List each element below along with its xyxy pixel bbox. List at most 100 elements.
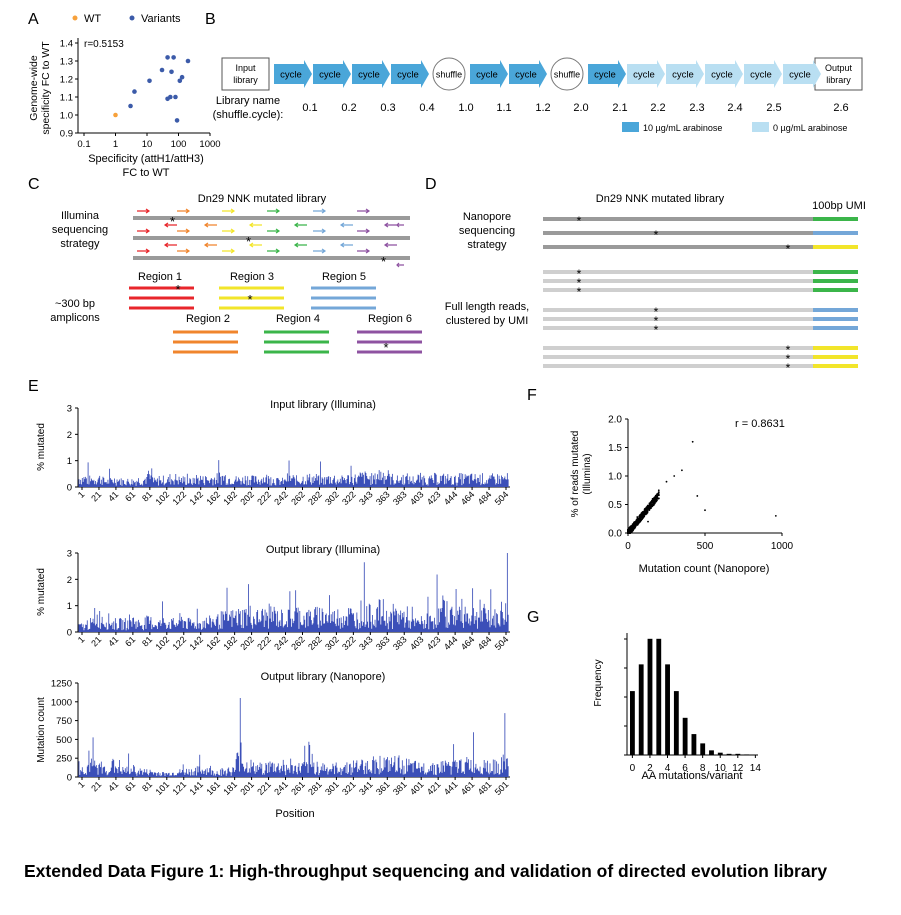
- read-star: *: [577, 276, 582, 290]
- a-point: [179, 74, 185, 80]
- a-point: [185, 58, 191, 64]
- e-ytick-label: 0: [67, 483, 72, 494]
- e-xtick-label: 441: [442, 779, 460, 797]
- e-xtick-label: 1: [76, 779, 87, 790]
- read-star: *: [786, 242, 791, 256]
- panel-label-c: C: [28, 176, 40, 193]
- f-point: [691, 440, 694, 443]
- e-ytick-label: 750: [56, 716, 72, 727]
- e-xtick-label: 141: [187, 779, 205, 797]
- library-name-title-1: Library name: [216, 95, 280, 107]
- c-primer-arrows: [137, 208, 404, 268]
- reverse-primer: [293, 242, 307, 248]
- figure-caption: Extended Data Figure 1: High-throughput …: [24, 861, 828, 881]
- f-point: [636, 520, 639, 523]
- panel-g: G Frequency AA mutations/variant 0 2 4 6 8 10…: [527, 609, 761, 782]
- g-bar: [638, 664, 644, 755]
- f-point: [629, 531, 632, 534]
- e-xtick-label: 363: [374, 489, 392, 507]
- a-point: [177, 78, 183, 84]
- f-point: [652, 503, 655, 506]
- output-library-box-1: Output: [825, 63, 853, 73]
- g-xtick-label: 14: [750, 763, 762, 774]
- a-xtick-label: 1000: [199, 139, 220, 150]
- region-label: Region 6: [368, 313, 412, 325]
- shuffle-circle: [432, 57, 466, 91]
- e-bars: [78, 698, 509, 777]
- f-xtick-label: 0: [625, 541, 631, 552]
- cycle-arrow: [666, 60, 704, 88]
- cycle-arrow: [509, 60, 547, 88]
- panel-c: C Dn29 NNK mutated library Illumina sequ…: [28, 176, 422, 355]
- a-xtick-label: 1: [113, 139, 118, 150]
- forward-primer: [222, 208, 236, 214]
- library-name: 2.3: [689, 102, 704, 114]
- a-ylabel-2: specificity FC to WT: [40, 41, 52, 135]
- f-ytick-label: 1.0: [608, 472, 622, 483]
- reverse-primer: [203, 222, 217, 228]
- c-star-3: *: [381, 254, 386, 269]
- e-xtick-label: 222: [255, 489, 273, 507]
- e-xtick-label: 61: [123, 634, 137, 648]
- e3-title: Output library (Nanopore): [261, 671, 386, 683]
- region-label: Region 5: [322, 271, 366, 283]
- e-xtick-label: 282: [306, 489, 324, 507]
- e-xtick-label: 162: [204, 634, 222, 652]
- region-star: *: [247, 292, 252, 307]
- panel-f: F r = 0.8631 % of reads mutated (Illumin…: [527, 387, 794, 575]
- library-name: 0.2: [341, 102, 356, 114]
- library-name: 2.2: [650, 102, 665, 114]
- a-xtick-label: 100: [171, 139, 187, 150]
- figure: A WT Variants r=0.5153 1.41.31.21.11.00.…: [28, 11, 866, 820]
- e-xtick-label: 464: [459, 634, 477, 652]
- r-value-a: r=0.5153: [84, 39, 124, 50]
- c-amplicon-1: ~300 bp: [55, 298, 95, 310]
- e-xtick-label: 181: [221, 779, 239, 797]
- g-xtick-label: 2: [647, 763, 653, 774]
- e-xtick-label: 61: [123, 489, 137, 503]
- a-xlabel-1: Specificity (attH1/attH3): [88, 153, 204, 165]
- a-point: [171, 55, 176, 60]
- e-xtick-label: 423: [425, 634, 443, 652]
- f-point: [636, 523, 639, 526]
- f-point: [647, 520, 649, 523]
- read-star: *: [577, 214, 582, 228]
- e-xtick-label: 282: [306, 634, 324, 652]
- e-xtick-label: 1: [76, 489, 87, 500]
- f-point: [696, 495, 699, 497]
- f-point: [654, 495, 657, 497]
- library-name: 2.0: [573, 102, 588, 114]
- a-point: [113, 112, 118, 118]
- panel-label-f: F: [527, 387, 537, 404]
- e-xtick-label: 444: [442, 634, 460, 652]
- cycle-label: cycle: [672, 70, 694, 81]
- shuffle-label: shuffle: [554, 70, 580, 80]
- g-bar: [630, 691, 635, 755]
- d-cluster-1: Full length reads,: [445, 301, 529, 313]
- e-xtick-label: 322: [340, 489, 358, 507]
- cycle-arrow: [783, 60, 821, 88]
- e-ytick-label: 2: [67, 430, 72, 441]
- f-point: [633, 525, 636, 528]
- f-point: [640, 515, 643, 517]
- f-point: [681, 469, 683, 472]
- panel-b: B Input library Output library cycle cycl…: [205, 11, 863, 133]
- a-xlabel-2: FC to WT: [122, 167, 169, 179]
- f-point: [646, 510, 649, 513]
- reverse-primer: [383, 222, 397, 228]
- e-xtick-label: 262: [289, 489, 307, 507]
- f-point: [650, 499, 653, 502]
- forward-primer: [177, 208, 191, 214]
- g-bar: [647, 638, 653, 755]
- region-star: *: [383, 340, 388, 355]
- f-point: [657, 491, 660, 494]
- e-xtick-label: 202: [238, 489, 256, 507]
- a-point: [132, 89, 137, 94]
- library-name: 0.1: [302, 102, 317, 114]
- e-xtick-label: 122: [170, 489, 188, 507]
- e-xtick-label: 444: [442, 489, 460, 507]
- forward-primer: [137, 208, 151, 214]
- e-xtick-label: 301: [323, 779, 341, 797]
